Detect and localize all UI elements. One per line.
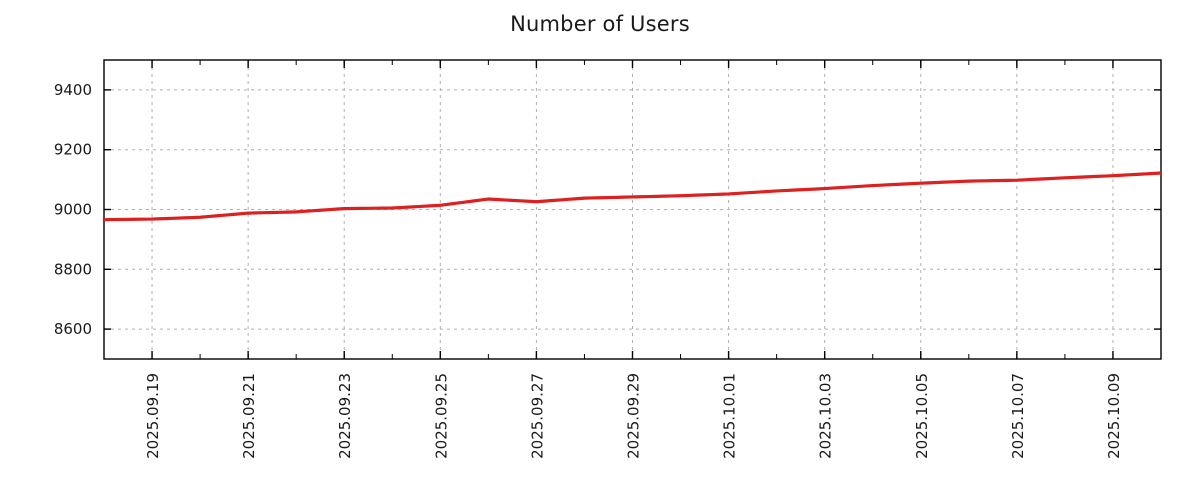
x-axis-tick-label: 2025.09.27 xyxy=(528,373,546,459)
x-axis-tick-label: 2025.10.09 xyxy=(1105,373,1123,459)
y-axis-tick-label: 8800 xyxy=(54,260,92,278)
x-axis-tick-labels: 2025.09.19 2025.09.21 2025.09.23 2025.09.25… xyxy=(144,373,1123,459)
x-axis-tick-label: 2025.09.23 xyxy=(336,373,354,459)
x-axis-tick-label: 2025.10.07 xyxy=(1009,373,1027,459)
y-axis-tick-label: 9000 xyxy=(54,201,92,219)
gridlines xyxy=(104,60,1161,359)
x-axis-tick-label: 2025.09.29 xyxy=(625,373,643,459)
y-axis-tick-label: 8600 xyxy=(54,320,92,338)
y-axis-tick-labels: 8600 8800 9000 9200 9400 xyxy=(54,81,92,338)
major-tick-marks xyxy=(104,60,1161,359)
x-axis-tick-label: 2025.09.21 xyxy=(240,373,258,459)
y-axis-tick-label: 9400 xyxy=(54,81,92,99)
x-axis-tick-label: 2025.10.03 xyxy=(817,373,835,459)
x-axis-tick-label: 2025.09.19 xyxy=(144,373,162,459)
data-line-number-of-users xyxy=(103,171,1162,222)
x-axis-tick-label: 2025.09.25 xyxy=(432,373,450,459)
chart-title: Number of Users xyxy=(510,12,690,36)
plot-frame xyxy=(103,59,1162,360)
y-axis-tick-label: 9200 xyxy=(54,141,92,159)
data-series-group xyxy=(103,171,1162,222)
x-axis-tick-label: 2025.10.05 xyxy=(913,373,931,459)
x-axis-tick-label: 2025.10.01 xyxy=(721,373,739,459)
